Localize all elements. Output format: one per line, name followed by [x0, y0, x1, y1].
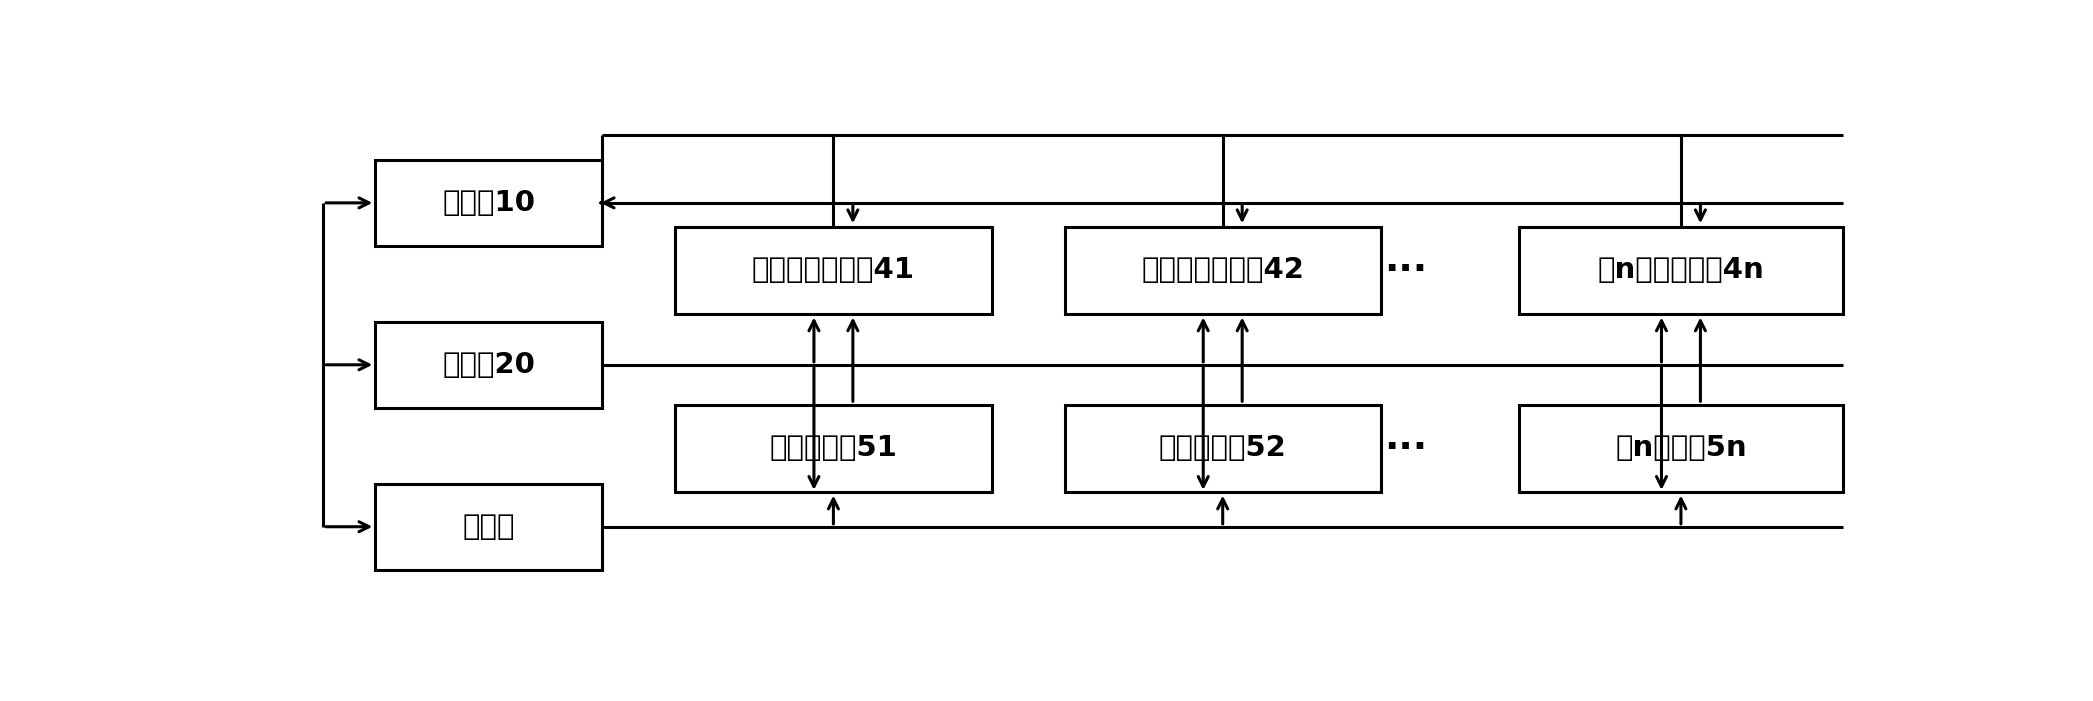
Bar [676, 405, 992, 491]
Bar [676, 227, 992, 313]
Bar [375, 160, 603, 246]
Text: 上位机10: 上位机10 [442, 189, 536, 217]
Bar [1065, 227, 1381, 313]
Bar [375, 484, 603, 570]
Bar [1520, 405, 1844, 491]
Bar [375, 322, 603, 408]
Bar [1520, 227, 1844, 313]
Bar [1065, 405, 1381, 491]
Text: ···: ··· [1383, 252, 1427, 288]
Text: ···: ··· [1383, 430, 1427, 466]
Text: 标准表20: 标准表20 [442, 350, 536, 379]
Text: 第n电能表5n: 第n电能表5n [1616, 435, 1748, 463]
Text: 第二电能表52: 第二电能表52 [1160, 435, 1287, 463]
Text: 第一电能表51: 第一电能表51 [770, 435, 898, 463]
Text: 功率源: 功率源 [463, 512, 515, 540]
Text: 第n误差计算器4n: 第n误差计算器4n [1597, 257, 1764, 285]
Text: 第二误差计算器42: 第二误差计算器42 [1141, 257, 1304, 285]
Text: 第一误差计算器41: 第一误差计算器41 [751, 257, 915, 285]
